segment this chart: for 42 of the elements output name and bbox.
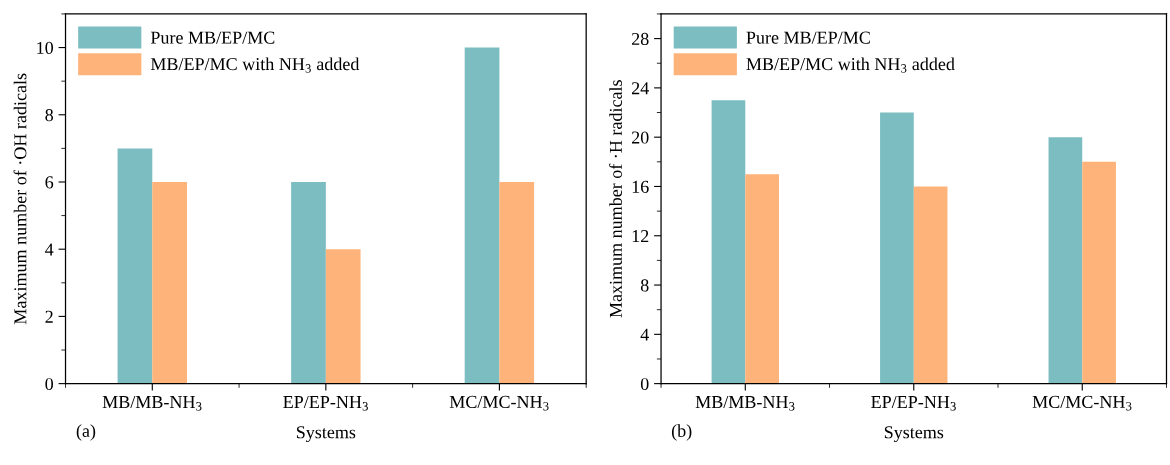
y-tick-label: 4 [45, 243, 54, 256]
y-tick-label: 2 [45, 310, 53, 323]
y-axis-title: Maximum number of ·H radicals [609, 80, 622, 318]
bar [325, 249, 361, 384]
y-tick-label: 28 [631, 32, 649, 46]
bar [464, 47, 500, 384]
legend-label: MB/EP/MC with NH$_{3}$ added [746, 57, 955, 73]
text: (b) [671, 424, 692, 441]
x-axis-title: Systems [296, 426, 356, 443]
x-tick-label: MB/MB-NH$_{3}$ [695, 396, 795, 411]
x-tick-label: EP/EP-NH$_{3}$ [283, 396, 368, 411]
bar [152, 181, 187, 384]
y-tick-label: 0 [45, 377, 54, 391]
y-tick-label: 6 [45, 176, 54, 189]
bar [1082, 161, 1116, 384]
text: (a) [76, 424, 96, 441]
y-tick-label: 4 [640, 328, 649, 341]
x-tick-label: MB/MB-NH$_{3}$ [102, 396, 202, 411]
y-tick-label: 16 [632, 180, 649, 193]
x-tick-label: EP/EP-NH$_{3}$ [871, 396, 956, 411]
legend-label: Pure MB/EP/MC [746, 31, 870, 44]
bar [913, 186, 948, 384]
x-tick-label: MC/MC-NH$_{3}$ [449, 395, 549, 411]
y-tick-label: 12 [632, 230, 649, 243]
bar [745, 174, 779, 384]
y-axis-title: Maximum number of ·OH radicals [13, 73, 27, 325]
y-tick-label: 8 [640, 279, 649, 292]
y-tick-label: 20 [631, 131, 649, 144]
x-tick-label: MC/MC-NH$_{3}$ [1032, 395, 1132, 411]
bar [291, 181, 326, 384]
y-tick-label: 24 [631, 82, 649, 95]
bar [499, 181, 535, 384]
bar [711, 100, 746, 384]
bar [880, 112, 914, 384]
bar [1048, 137, 1083, 384]
y-tick-label: 10 [37, 41, 54, 54]
bar [117, 148, 153, 384]
legend-label: MB/EP/MC with NH$_{3}$ added [150, 57, 360, 73]
x-axis-title: Systems [884, 426, 944, 443]
y-tick-label: 8 [45, 109, 54, 122]
legend-label: Pure MB/EP/MC [150, 31, 275, 44]
y-tick-label: 0 [640, 377, 649, 391]
